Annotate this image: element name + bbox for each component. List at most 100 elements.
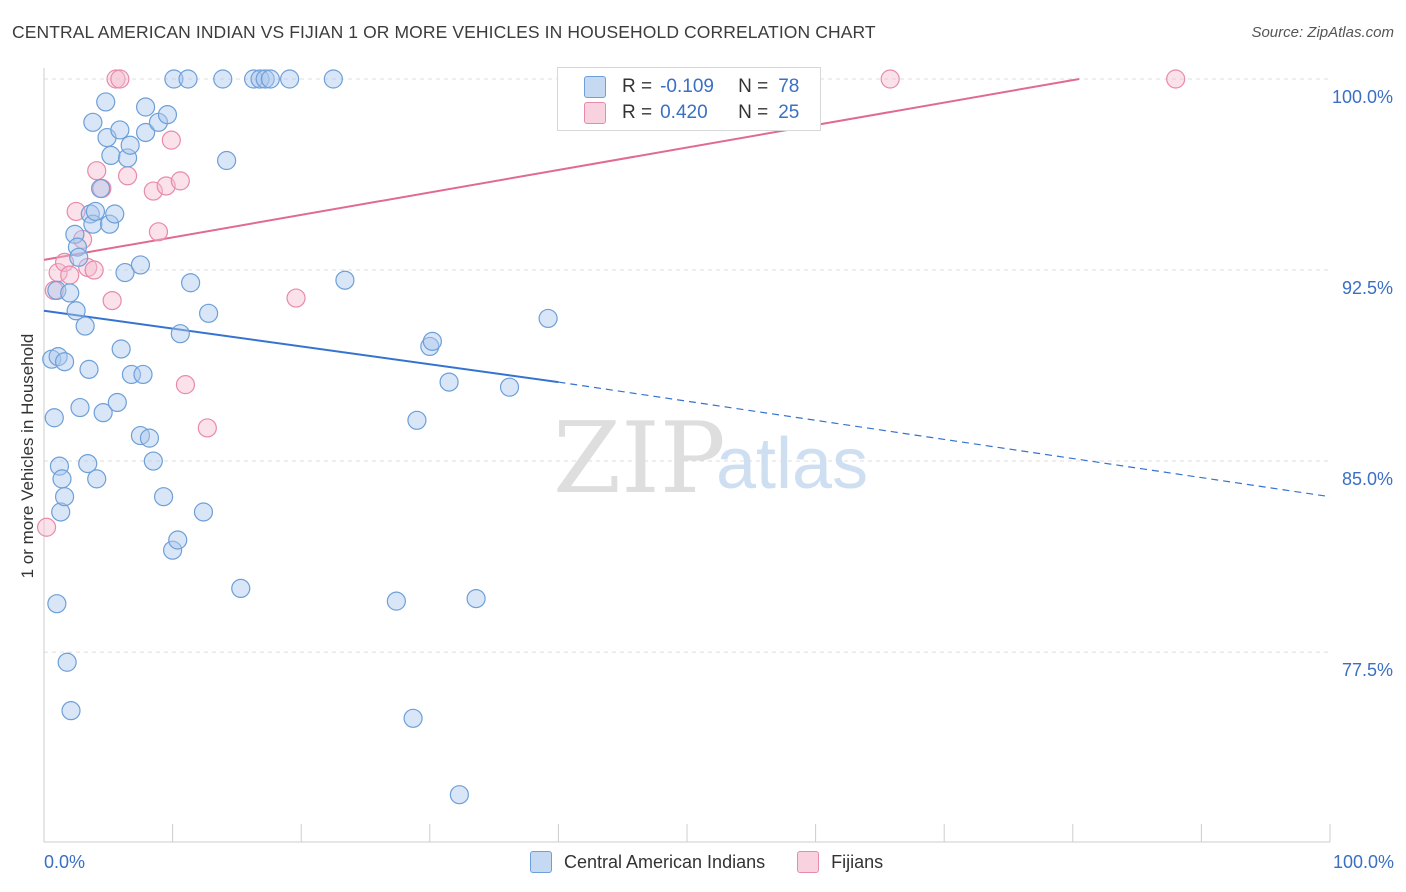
central-american-point-57 (199, 303, 219, 323)
central-american-point-9 (54, 487, 75, 507)
y-tick-label-0: 77.5% (1342, 660, 1393, 680)
fijian-point-15 (143, 181, 163, 201)
central-american-point-8 (54, 352, 75, 372)
legend-swatch-blue (584, 76, 606, 98)
central-american-point-35 (111, 339, 131, 359)
legend-n-value-pink: 25 (778, 102, 800, 123)
central-american-point-72 (422, 331, 442, 351)
central-american-point-62 (250, 69, 270, 89)
legend-swatch-pink (797, 851, 820, 873)
central-american-point-16 (69, 247, 89, 267)
fijian-point-4 (60, 265, 80, 285)
legend-swatch-pink (584, 102, 606, 124)
legend-item-fijians: Fijians (797, 851, 883, 873)
central-american-point-53 (170, 324, 190, 344)
legend-r-label: R = (622, 102, 653, 123)
central-american-point-1 (44, 408, 64, 428)
fijian-point-17 (156, 176, 176, 196)
central-american-point-12 (61, 701, 81, 721)
central-american-point-48 (153, 487, 174, 507)
x-tick-label-max: 100.0% (1332, 852, 1394, 872)
central-american-point-49 (157, 105, 178, 125)
central-american-point-52 (168, 530, 188, 550)
central-american-point-54 (178, 69, 198, 89)
y-tick-label-3: 100.0% (1332, 87, 1393, 107)
legend-row-blue: R = -0.109 N = 78 (584, 74, 799, 100)
fijian-point-9 (87, 161, 107, 181)
central-american-point-70 (407, 410, 427, 430)
central-american-point-69 (403, 708, 423, 728)
central-american-point-31 (101, 145, 121, 166)
fijian-point-23 (880, 69, 900, 89)
fijian-point-18 (161, 130, 181, 150)
source-credit: Source: ZipAtlas.com (1251, 24, 1394, 41)
legend-label-fijians: Fijians (831, 851, 884, 872)
fijian-point-0 (36, 517, 57, 537)
grid-lines (44, 78, 1330, 653)
fijian-point-24 (1166, 69, 1186, 89)
central-american-point-59 (217, 150, 237, 171)
y-tick-label-2: 92.5% (1342, 278, 1393, 298)
central-american-point-43 (135, 97, 156, 117)
central-american-point-60 (231, 578, 251, 599)
central-american-point-26 (90, 178, 111, 199)
central-american-point-74 (449, 785, 469, 805)
legend-r-value-blue: -0.109 (660, 76, 714, 97)
central-american-point-36 (115, 262, 135, 283)
legend-r-label: R = (622, 76, 653, 97)
fijian-point-22 (286, 288, 306, 308)
watermark: ZIP atlas (553, 402, 868, 516)
trend-line-fijians (43, 78, 1080, 261)
x-tick-label-min: 0.0% (44, 852, 86, 872)
series-legend: Central American Indians Fijians (530, 851, 915, 873)
axes (43, 68, 1331, 843)
fijian-point-8 (84, 260, 104, 280)
watermark-atlas: atlas (716, 424, 868, 504)
central-american-point-32 (105, 204, 125, 224)
central-american-point-64 (260, 69, 280, 89)
central-american-point-71 (420, 336, 440, 357)
central-american-point-6 (51, 502, 71, 522)
fijian-point-16 (148, 222, 169, 242)
central-american-point-18 (75, 316, 95, 336)
central-american-point-22 (83, 112, 103, 132)
central-american-point-30 (99, 214, 120, 234)
legend-n-value-blue: 78 (778, 76, 800, 97)
legend-n-label: N = (738, 76, 769, 97)
legend-label-central-american: Central American Indians (564, 851, 766, 872)
y-tick-labels: 77.5% 85.0% 92.5% 100.0% (1332, 87, 1393, 680)
central-american-point-46 (143, 451, 163, 471)
central-american-point-68 (386, 591, 406, 611)
central-american-point-77 (538, 308, 558, 329)
watermark-zip: ZIP (553, 402, 726, 516)
fijian-point-3 (54, 252, 75, 272)
central-american-point-58 (213, 69, 233, 89)
central-american-point-38 (120, 135, 140, 155)
central-american-point-33 (107, 392, 127, 413)
fijian-point-21 (197, 418, 217, 438)
central-american-point-20 (79, 359, 99, 379)
central-american-point-45 (139, 428, 160, 448)
legend-r-value-pink: 0.420 (660, 102, 708, 123)
central-american-point-44 (135, 122, 156, 143)
central-american-point-28 (96, 92, 116, 112)
fijian-point-19 (170, 171, 190, 191)
central-american-point-51 (164, 69, 184, 89)
central-american-point-50 (163, 540, 183, 560)
central-american-point-24 (85, 201, 106, 222)
central-american-point-39 (121, 364, 142, 385)
fijian-point-11 (102, 290, 122, 311)
central-american-points (42, 69, 558, 805)
central-american-point-2 (47, 594, 67, 614)
y-tick-label-1: 85.0% (1342, 469, 1393, 489)
central-american-point-76 (499, 377, 520, 397)
chart-title: CENTRAL AMERICAN INDIAN VS FIJIAN 1 OR M… (12, 22, 876, 42)
legend-n-label: N = (738, 102, 769, 123)
central-american-point-75 (466, 588, 486, 609)
central-american-point-73 (439, 372, 459, 392)
legend-swatch-blue (530, 851, 552, 873)
central-american-point-56 (193, 502, 214, 522)
trend-line-central-american-extrapolated (558, 381, 1331, 498)
central-american-point-27 (93, 403, 113, 423)
fijian-point-14 (117, 166, 138, 186)
